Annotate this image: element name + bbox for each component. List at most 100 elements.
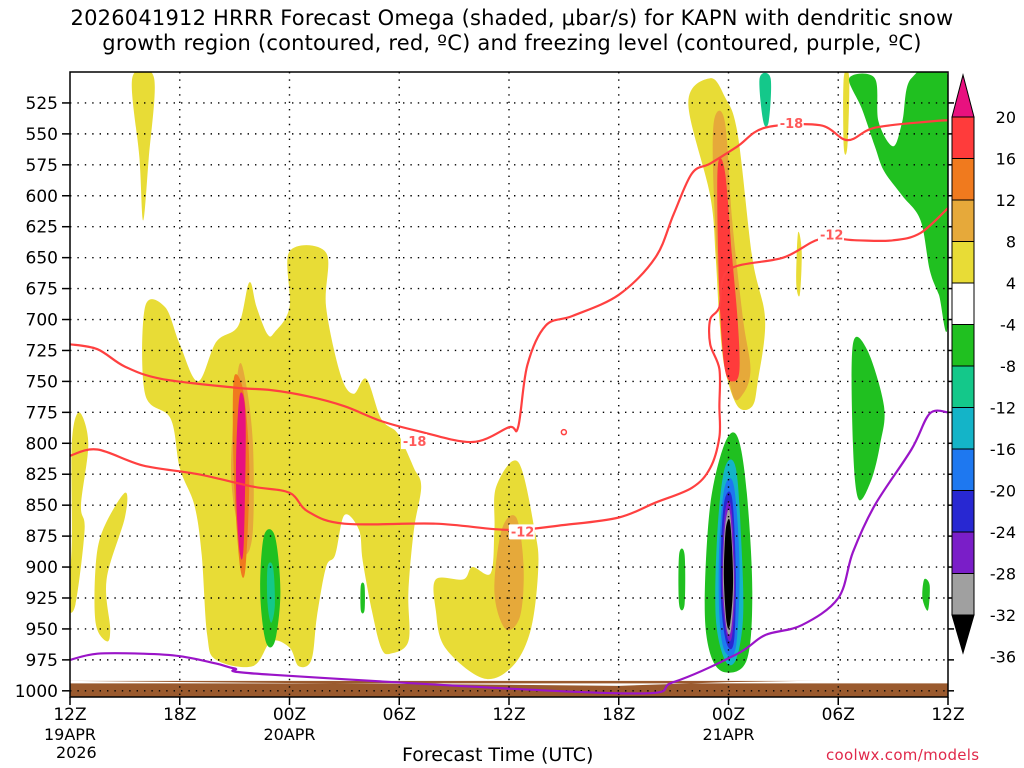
y-tick-label-650: 650: [26, 249, 58, 269]
colorbar-top-arrow: [951, 73, 975, 118]
omega-region-20: [922, 578, 930, 611]
contour-label-text-0: -18: [403, 435, 427, 450]
omega-region-18: [848, 72, 948, 332]
y-tick-label-575: 575: [26, 156, 58, 176]
chart-title-line-2: growth region (contoured, red, ºC) and f…: [102, 31, 922, 55]
contour-label-3: -12: [817, 227, 844, 243]
colorbar-bottom-arrow: [951, 614, 975, 655]
colorbar-box-1: [951, 116, 975, 159]
x-tick-label-4: 12Z: [492, 705, 525, 725]
y-tick-label-625: 625: [26, 218, 58, 238]
omega-region-21: [266, 562, 275, 623]
y-tick-label-600: 600: [26, 187, 58, 207]
colorbar-label-7: -12: [990, 399, 1016, 418]
y-tick-label-550: 550: [26, 125, 58, 145]
omega-region-9: [494, 515, 524, 631]
omega-region-22: [759, 72, 772, 127]
omega-region-15: [360, 582, 365, 614]
dgz-contour-0: [70, 207, 948, 532]
colorbar-box-6: [951, 324, 975, 367]
colorbar-box-8: [951, 407, 975, 450]
contour-label-1: -12: [508, 524, 535, 540]
credit-text[interactable]: coolwx.com/models: [826, 746, 980, 764]
x-axis-label: Forecast Time (UTC): [402, 744, 594, 766]
y-tick-label-750: 750: [26, 372, 58, 392]
colorbar-label-0: 20: [996, 108, 1016, 127]
contour-label-0: -18: [400, 434, 427, 450]
x-tick-label-1: 18Z: [163, 705, 196, 725]
omega-region-13: [235, 392, 246, 560]
colorbar-label-13: -36: [990, 648, 1016, 667]
colorbar-box-10: [951, 490, 975, 533]
colorbar-label-10: -24: [990, 523, 1016, 542]
chart-title: 2026041912 HRRR Forecast Omega (shaded, …: [0, 6, 1024, 56]
x-tick-date-2: 20APR: [263, 725, 315, 744]
contour-label-text-2: -18: [780, 117, 804, 132]
omega-region-7: [796, 231, 802, 297]
colorbar-box-2: [951, 158, 975, 201]
contour-label-bg-3: [817, 227, 844, 243]
x-tick-label-8: 12Z: [931, 705, 964, 725]
x-tick-date-6: 21APR: [702, 725, 754, 744]
contour-label-bg-0: [400, 434, 427, 450]
y-tick-label-700: 700: [26, 311, 58, 331]
x-tick-label-2: 00Z: [273, 705, 306, 725]
plot-area: -18 -12 -18 -12: [70, 72, 948, 697]
colorbar-box-9: [951, 448, 975, 491]
y-tick-label-525: 525: [26, 94, 58, 114]
y-tick-label-800: 800: [26, 434, 58, 454]
omega-region-16: [678, 548, 686, 611]
colorbar-label-4: 4: [1006, 274, 1016, 293]
contour-label-text-3: -12: [820, 228, 844, 243]
x-tick-label-7: 06Z: [822, 705, 855, 725]
omega-region-1: [142, 245, 422, 668]
x-tick-label-5: 18Z: [602, 705, 635, 725]
colorbar-box-4: [951, 241, 975, 284]
colorbar-box-5: [951, 282, 975, 325]
x-tick-label-6: 00Z: [712, 705, 745, 725]
y-tick-label-925: 925: [26, 589, 58, 609]
omega-region-3: [94, 492, 128, 642]
y-tick-label-725: 725: [26, 341, 58, 361]
omega-region-28: [723, 518, 734, 629]
y-tick-label-950: 950: [26, 620, 58, 640]
y-tick-label-1000: 1000: [15, 682, 58, 702]
x-tick-date-0: 19APR: [44, 725, 96, 744]
y-tick-label-825: 825: [26, 465, 58, 485]
colorbar-label-9: -20: [990, 482, 1016, 501]
omega-region-19: [851, 336, 885, 501]
colorbar-box-7: [951, 365, 975, 408]
terrain-edge: [70, 678, 948, 686]
y-tick-label-850: 850: [26, 496, 58, 516]
colorbar-box-11: [951, 531, 975, 574]
x-tick-label-0: 12Z: [53, 705, 86, 725]
y-tick-label-675: 675: [26, 280, 58, 300]
omega-region-0: [131, 72, 155, 221]
contour-label-text-1: -12: [511, 525, 535, 540]
dgz-contour-blip: [560, 428, 568, 436]
colorbar-label-5: -4: [1000, 316, 1016, 335]
colorbar-label-11: -28: [990, 565, 1016, 584]
colorbar-label-8: -16: [990, 440, 1016, 459]
x-tick-year-0: 2026: [56, 743, 97, 762]
colorbar-label-6: -8: [1000, 357, 1016, 376]
freezing-level-contour-0: [70, 409, 948, 695]
colorbar-box-12: [951, 573, 975, 616]
colorbar-box-3: [951, 199, 975, 242]
colorbar-label-3: 8: [1006, 233, 1016, 252]
y-tick-label-875: 875: [26, 527, 58, 547]
colorbar-label-2: 12: [996, 191, 1016, 210]
chart-title-line-1: 2026041912 HRRR Forecast Omega (shaded, …: [70, 6, 954, 30]
y-tick-label-975: 975: [26, 651, 58, 671]
contour-label-2: -18: [777, 115, 804, 132]
colorbar-label-12: -32: [990, 606, 1016, 625]
y-tick-label-900: 900: [26, 558, 58, 578]
omega-region-6: [843, 72, 850, 155]
x-tick-label-3: 06Z: [383, 705, 416, 725]
omega-region-2: [70, 412, 89, 613]
y-tick-label-775: 775: [26, 403, 58, 423]
colorbar-label-1: 16: [996, 150, 1016, 169]
contour-label-bg-1: [508, 524, 535, 540]
contour-label-bg-2: [777, 115, 804, 131]
